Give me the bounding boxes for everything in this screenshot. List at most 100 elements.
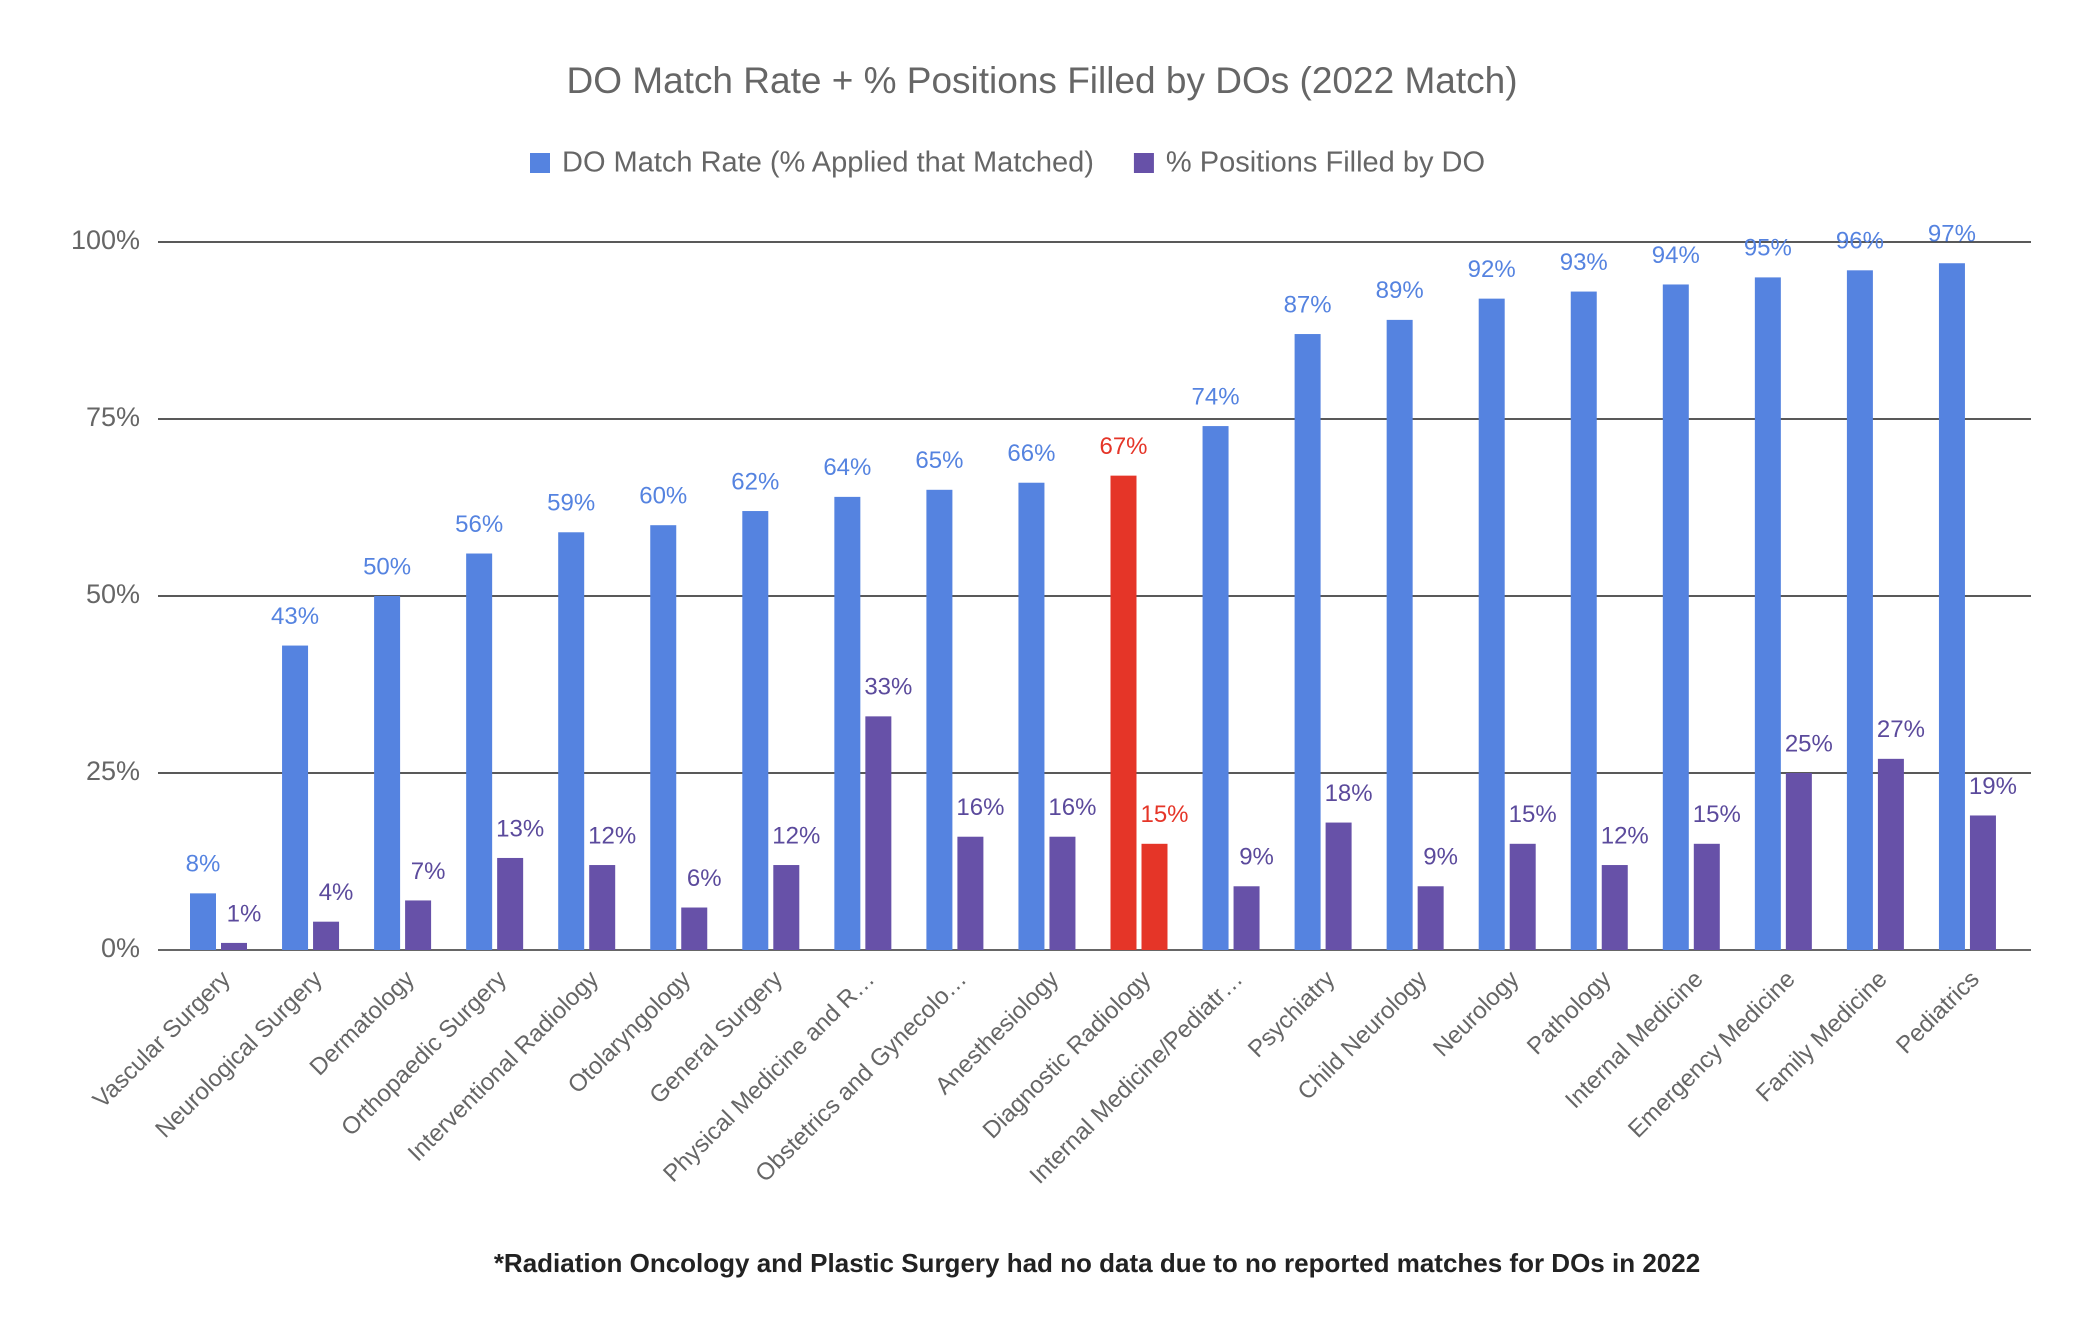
bar [1601,865,1628,950]
data-label: 8% [186,851,221,878]
data-label: 4% [319,879,354,906]
bar [1049,836,1076,950]
bar [1325,822,1352,950]
data-label: 59% [547,490,595,517]
data-label: 7% [411,858,446,885]
bar [1110,475,1137,950]
y-tick-label: 50% [86,579,140,609]
data-label: 67% [1099,433,1147,460]
data-label: 9% [1239,844,1274,871]
bar [1233,886,1260,950]
bar [1417,886,1444,950]
bar [742,511,769,950]
y-tick-label: 100% [71,225,140,255]
data-label: 92% [1468,256,1516,283]
x-tick-label: Interventional Radiology [403,966,604,1167]
x-tick-label: Neurology [1428,966,1524,1062]
bar [926,489,953,950]
bar [466,553,493,950]
data-label: 87% [1284,291,1332,318]
data-label: 15% [1140,801,1188,828]
data-label: 18% [1325,780,1373,807]
data-label: 16% [956,794,1004,821]
y-tick-label: 0% [101,933,140,963]
data-label: 56% [455,511,503,538]
data-label: 62% [731,468,779,495]
data-label: 33% [864,674,912,701]
data-label: 96% [1836,228,1884,255]
data-label: 13% [496,815,544,842]
data-label: 9% [1423,844,1458,871]
data-label: 66% [1007,440,1055,467]
bar [1570,291,1597,950]
x-tick-label: Psychiatry [1243,966,1340,1063]
bar [558,532,585,950]
data-label: 16% [1048,794,1096,821]
bar [1018,482,1045,950]
data-label: 12% [588,822,636,849]
bar [834,496,861,950]
data-label: 60% [639,483,687,510]
bar [497,857,524,950]
x-tick-label: Pediatrics [1891,966,1985,1060]
x-tick-label: Neurological Surgery [150,966,328,1144]
bar [1969,815,1996,950]
legend-swatch [1133,153,1154,173]
bar [681,907,708,950]
bar [1693,843,1720,950]
bar [1662,284,1689,951]
chart-title: DO Match Rate + % Positions Filled by DO… [566,60,1517,101]
bar [957,836,984,950]
bar [190,893,216,950]
data-label: 94% [1652,242,1700,269]
data-label: 19% [1969,773,2017,800]
bar [650,525,677,950]
data-label: 12% [1601,822,1649,849]
x-tick-label: Emergency Medicine [1623,966,1801,1144]
bar [1386,319,1413,950]
bar [1141,843,1168,950]
data-label: 64% [823,454,871,481]
data-label: 1% [227,900,262,927]
data-label: 15% [1693,801,1741,828]
bar [1202,426,1229,951]
bar [1294,334,1321,950]
footnote: *Radiation Oncology and Plastic Surgery … [494,1248,1700,1278]
data-label: 89% [1376,277,1424,304]
bar [405,900,432,950]
data-label: 50% [363,553,411,580]
bar [374,596,401,950]
data-label: 65% [915,447,963,474]
data-label: 6% [687,865,722,892]
bar [313,921,340,950]
data-label: 93% [1560,249,1608,276]
bar [865,716,892,950]
data-label: 25% [1785,730,1833,757]
bar [1478,298,1505,950]
bar [1754,277,1781,950]
x-tick-label: Diagnostic Radiology [978,966,1157,1145]
bar [589,865,616,950]
y-tick-label: 25% [86,756,140,786]
data-label: 97% [1928,221,1976,248]
legend-swatch [530,153,550,173]
bar [1877,758,1904,950]
legend-label: DO Match Rate (% Applied that Matched) [562,147,1094,179]
bar [1846,270,1873,950]
bar [773,865,800,950]
bar [221,942,247,950]
data-label: 95% [1744,235,1792,262]
data-label: 15% [1509,801,1557,828]
bar [1785,773,1812,950]
data-label: 74% [1192,383,1240,410]
x-tick-label: Pathology [1522,966,1617,1061]
bar [1509,843,1536,950]
y-tick-label: 75% [86,402,140,432]
data-label: 12% [772,822,820,849]
bar [282,645,309,950]
legend-label: % Positions Filled by DO [1166,147,1485,179]
data-label: 43% [271,603,319,630]
data-label: 27% [1877,716,1925,743]
bar [1938,263,1965,950]
